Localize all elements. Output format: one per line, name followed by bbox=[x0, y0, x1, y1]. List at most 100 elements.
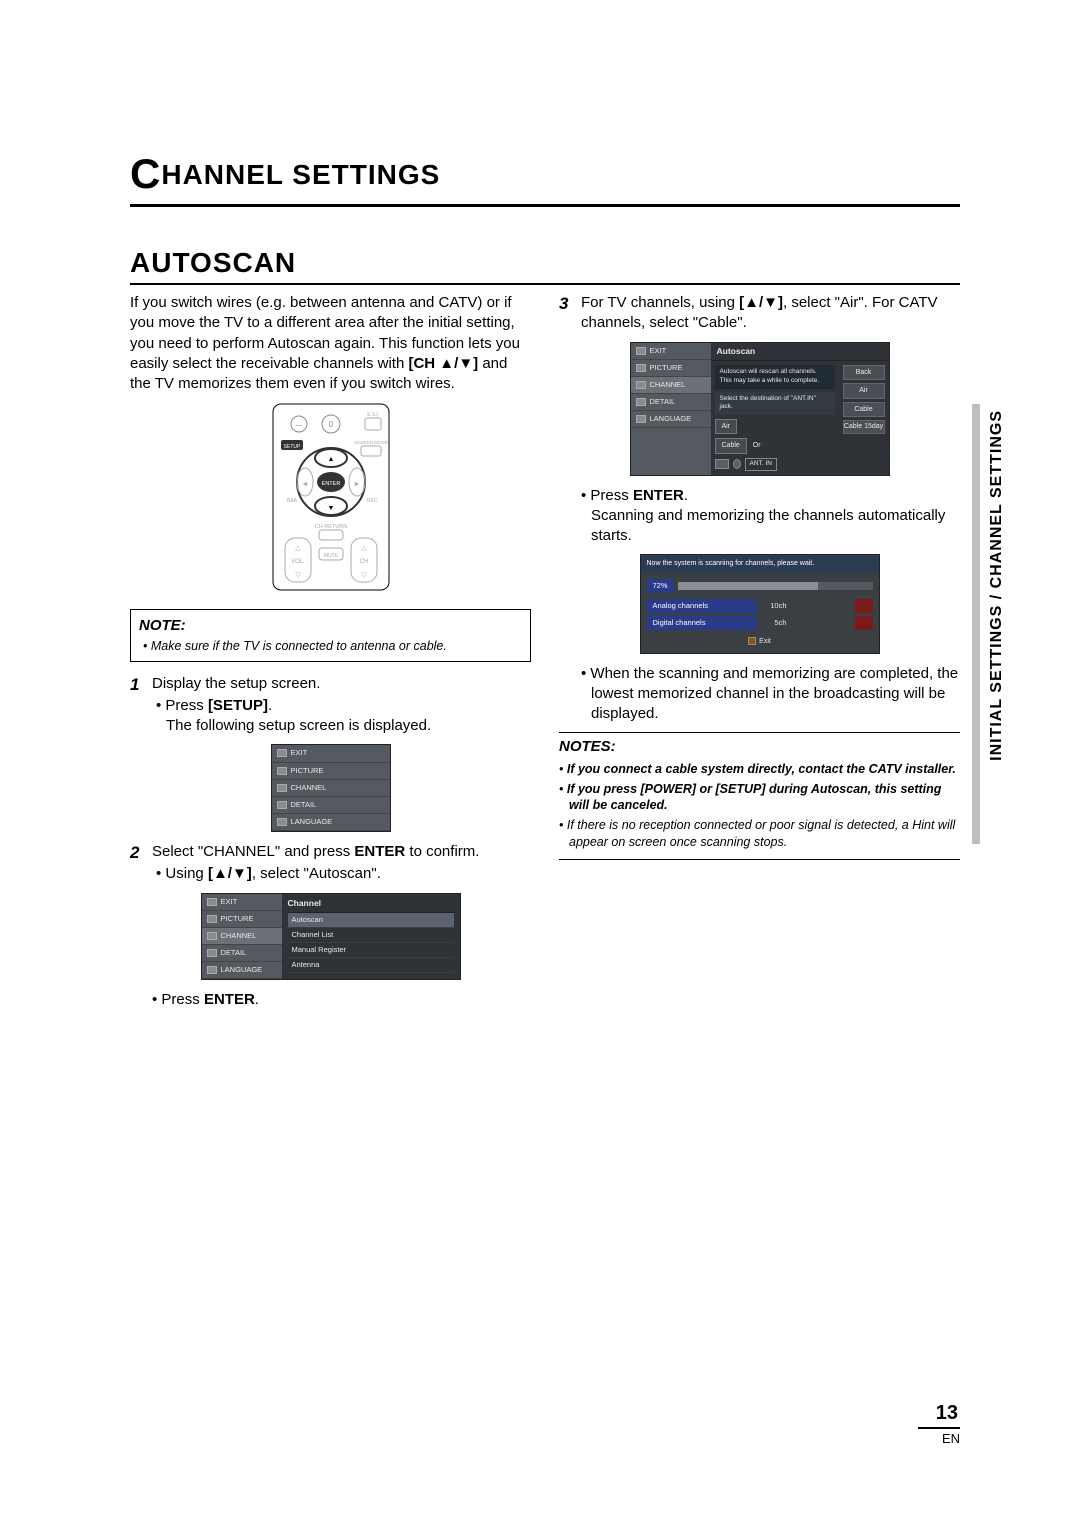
ant-in-icon bbox=[715, 459, 729, 469]
detail-icon bbox=[207, 949, 217, 957]
notes-head: NOTES: bbox=[559, 737, 960, 757]
osd-side-exit: EXIT bbox=[202, 894, 282, 911]
right-column: 3 For TV channels, using [▲/▼], select "… bbox=[559, 293, 960, 1010]
picture-icon bbox=[277, 767, 287, 775]
step-3-line2: Scanning and memorizing the channels aut… bbox=[559, 506, 960, 547]
osd-channel-side: EXIT PICTURE CHANNEL DETAIL LANGUAGE bbox=[202, 894, 282, 980]
remote-icon: — 0 S.S.I. SETUP SCREEN MODE ENTER ▲ ▼ ◄… bbox=[271, 402, 391, 592]
section-title: AUTOSCAN bbox=[130, 247, 960, 285]
step-2: 2 Select "CHANNEL" and press ENTER to co… bbox=[130, 842, 531, 885]
svg-text:△: △ bbox=[361, 545, 367, 552]
manual-page: CHANNEL SETTINGS AUTOSCAN If you switch … bbox=[0, 0, 1080, 1528]
svg-text:▽: ▽ bbox=[295, 572, 301, 579]
page-number: 13 bbox=[918, 1402, 960, 1429]
language-icon bbox=[277, 818, 287, 826]
exit-icon bbox=[748, 637, 756, 645]
page-number-block: 13 EN bbox=[918, 1402, 960, 1446]
osd-autoscan-opts: Air bbox=[715, 419, 835, 434]
osd-menu-exit: EXIT bbox=[272, 745, 390, 762]
svg-text:△: △ bbox=[295, 545, 301, 552]
osd-scan-screenshot: Now the system is scanning for channels,… bbox=[640, 554, 880, 653]
osd-autoscan-screenshot: EXIT PICTURE CHANNEL DETAIL LANGUAGE Aut… bbox=[630, 342, 890, 476]
exit-icon bbox=[207, 898, 217, 906]
svg-text:0: 0 bbox=[328, 420, 333, 429]
svg-text:—: — bbox=[295, 422, 302, 429]
step-3-number: 3 bbox=[559, 293, 575, 334]
osd-autoscan-side: EXIT PICTURE CHANNEL DETAIL LANGUAGE bbox=[631, 343, 711, 475]
two-columns: If you switch wires (e.g. between antenn… bbox=[130, 293, 960, 1010]
osd-item-autoscan: Autoscan bbox=[288, 913, 454, 928]
svg-text:S.S.I.: S.S.I. bbox=[366, 412, 378, 418]
channel-icon bbox=[207, 932, 217, 940]
osd-autoscan-buttons: Back Air Cable Cable 15day bbox=[839, 361, 889, 475]
osd-scan-head: Now the system is scanning for channels,… bbox=[641, 555, 879, 572]
osd-autoscan-msg1: Autoscan will rescan all channels. This … bbox=[715, 365, 835, 389]
osd-progress-row: 72% bbox=[647, 579, 873, 593]
channel-icon bbox=[636, 381, 646, 389]
note-body: Make sure if the TV is connected to ante… bbox=[139, 638, 522, 655]
osd-item-manualreg: Manual Register bbox=[288, 943, 454, 958]
osd-antin-row: ANT. IN bbox=[715, 458, 835, 471]
step-2-bullet2: Press ENTER. bbox=[148, 990, 531, 1010]
osd-menu-channel: CHANNEL bbox=[272, 780, 390, 797]
notes-rule-bottom bbox=[559, 859, 960, 860]
osd-menu-language: LANGUAGE bbox=[272, 814, 390, 831]
step-2-text: Select "CHANNEL" and press ENTER to conf… bbox=[152, 842, 531, 885]
osd-side-picture: PICTURE bbox=[202, 911, 282, 928]
osd-side-language: LANGUAGE bbox=[202, 962, 282, 979]
intro-bold: [CH ▲/▼] bbox=[408, 355, 478, 372]
osd-menu-picture: PICTURE bbox=[272, 763, 390, 780]
coax-icon bbox=[733, 459, 741, 469]
step-1: 1 Display the setup screen. Press [SETUP… bbox=[130, 674, 531, 737]
detail-icon bbox=[277, 801, 287, 809]
svg-text:▼: ▼ bbox=[327, 505, 334, 512]
osd-scan-body: 72% Analog channels 10ch Digital channel… bbox=[641, 573, 879, 653]
step-1-line2: The following setup screen is displayed. bbox=[152, 716, 531, 736]
notes-item: If you press [POWER] or [SETUP] during A… bbox=[559, 781, 960, 815]
osd-progress-fill bbox=[678, 582, 818, 590]
osd-autoscan-main: Autoscan Autoscan will rescan all channe… bbox=[711, 343, 889, 475]
osd-side-channel: CHANNEL bbox=[202, 928, 282, 945]
svg-text:►: ► bbox=[353, 481, 360, 488]
note-box: NOTE: Make sure if the TV is connected t… bbox=[130, 609, 531, 662]
osd-progress-bar bbox=[678, 582, 873, 590]
step-3-bullet1: Press ENTER. bbox=[577, 486, 960, 506]
language-icon bbox=[207, 966, 217, 974]
chapter-cap: C bbox=[130, 150, 161, 197]
osd-channel-list: Autoscan Channel List Manual Register An… bbox=[288, 913, 454, 974]
svg-text:VOL.: VOL. bbox=[291, 559, 305, 565]
notes-item: If you connect a cable system directly, … bbox=[559, 761, 960, 778]
step-2-number: 2 bbox=[130, 842, 146, 885]
svg-text:◄: ◄ bbox=[301, 481, 308, 488]
notes-item: If there is no reception connected or po… bbox=[559, 817, 960, 851]
osd-autoscan-title: Autoscan bbox=[711, 343, 889, 361]
step-3-bullet2: When the scanning and memorizing are com… bbox=[577, 664, 960, 725]
stop-icon bbox=[855, 616, 873, 630]
osd-scan-digital: Digital channels 5ch bbox=[647, 616, 873, 630]
osd-scan-exit: Exit bbox=[647, 633, 873, 646]
step-1-line1: Display the setup screen. bbox=[152, 675, 320, 692]
side-tab-label: INITIAL SETTINGS / CHANNEL SETTINGS bbox=[988, 410, 1006, 761]
osd-side-detail: DETAIL bbox=[202, 945, 282, 962]
step-2-bullet1: Using [▲/▼], select "Autoscan". bbox=[152, 864, 531, 884]
osd-item-channellist: Channel List bbox=[288, 928, 454, 943]
step-1-bullet: Press [SETUP]. bbox=[152, 696, 531, 716]
chapter-rest: HANNEL SETTINGS bbox=[161, 159, 440, 190]
svg-text:▲: ▲ bbox=[327, 456, 334, 463]
svg-text:REC: REC bbox=[367, 498, 378, 504]
svg-text:CH RETURN: CH RETURN bbox=[314, 524, 346, 530]
exit-icon bbox=[636, 347, 646, 355]
svg-text:ENTER: ENTER bbox=[321, 481, 340, 487]
step-3: 3 For TV channels, using [▲/▼], select "… bbox=[559, 293, 960, 334]
detail-icon bbox=[636, 398, 646, 406]
svg-text:MUTE: MUTE bbox=[323, 553, 338, 559]
svg-text:B&A: B&A bbox=[287, 498, 298, 504]
notes-list: If you connect a cable system directly, … bbox=[559, 761, 960, 851]
osd-channel-title: Channel bbox=[288, 898, 454, 913]
chapter-title: CHANNEL SETTINGS bbox=[130, 150, 960, 207]
channel-icon bbox=[277, 784, 287, 792]
page-lang: EN bbox=[918, 1431, 960, 1446]
osd-setup-menu: EXIT PICTURE CHANNEL DETAIL LANGUAGE bbox=[272, 745, 390, 831]
osd-channel-screenshot: EXIT PICTURE CHANNEL DETAIL LANGUAGE Cha… bbox=[201, 893, 461, 981]
side-tab-bar bbox=[972, 404, 980, 844]
